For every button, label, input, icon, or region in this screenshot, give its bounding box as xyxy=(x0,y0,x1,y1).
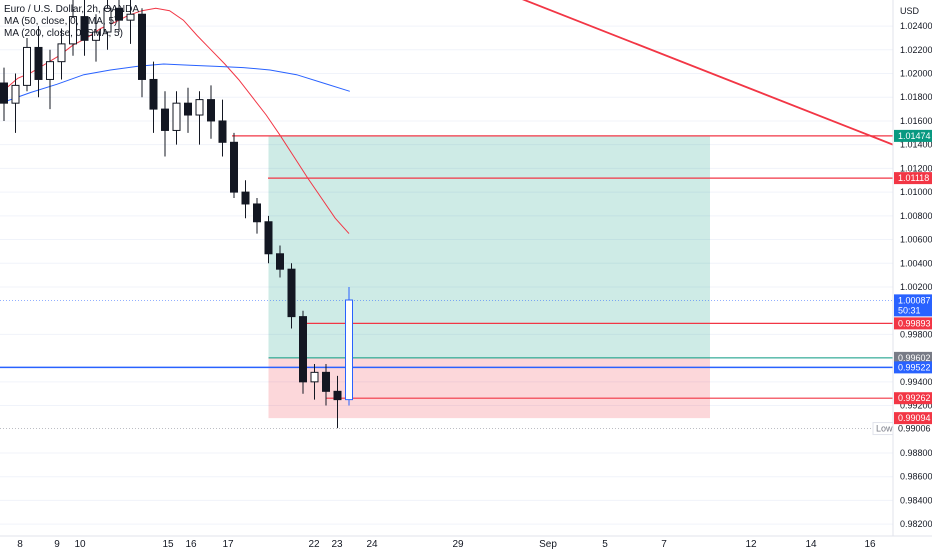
candle-body xyxy=(322,371,330,392)
y-tick-label: 1.00600 xyxy=(900,235,932,245)
x-tick-label: 15 xyxy=(162,539,174,550)
price-badge-label: 1.00087 xyxy=(898,295,931,305)
y-tick-label: 0.99800 xyxy=(900,329,932,339)
y-tick-label: 1.01000 xyxy=(900,187,932,197)
x-tick-label: 10 xyxy=(74,539,86,550)
y-tick-label: 1.01600 xyxy=(900,116,932,126)
candle-body xyxy=(57,43,66,63)
target-zone xyxy=(268,135,710,358)
x-tick-label: 16 xyxy=(185,539,197,550)
y-tick-label: 1.02400 xyxy=(900,21,932,31)
countdown-label: 50:31 xyxy=(898,305,921,315)
candle-body xyxy=(345,299,353,401)
price-badge xyxy=(894,317,932,330)
price-badge-label: 0.99522 xyxy=(898,362,931,372)
candle-body xyxy=(92,31,100,41)
y-tick-label: 1.00200 xyxy=(900,282,932,292)
candle-body xyxy=(218,120,227,143)
y-tick-label: 1.01200 xyxy=(900,163,932,173)
currency-label: USD xyxy=(900,6,920,16)
candle-body xyxy=(241,191,250,205)
price-badge-label: 1.01474 xyxy=(898,131,931,141)
candle-body xyxy=(69,16,77,45)
x-tick-label: 7 xyxy=(661,539,667,550)
y-tick-label: 1.00800 xyxy=(900,211,932,221)
x-tick-label: 22 xyxy=(308,539,320,550)
candle-body xyxy=(149,78,158,110)
x-tick-label: 17 xyxy=(222,539,234,550)
price-badge-label: 0.99094 xyxy=(898,413,931,423)
low-tag: Low xyxy=(876,424,893,434)
candle-body xyxy=(103,7,112,33)
y-tick-label: 0.99200 xyxy=(900,401,932,411)
price-badge xyxy=(894,172,932,185)
y-tick-label: 0.98400 xyxy=(900,495,932,505)
price-badge xyxy=(894,392,932,405)
ma200-legend: MA (200, close, 0, SMA, 5) xyxy=(4,28,123,39)
chart-legend: Euro / U.S. Dollar, 2h, OANDA MA (50, cl… xyxy=(4,4,139,40)
price-badge xyxy=(894,361,932,374)
price-badge xyxy=(894,294,932,317)
y-tick-label: 1.01400 xyxy=(900,140,932,150)
low-price-label: 0.99006 xyxy=(898,424,931,434)
candle-body xyxy=(184,102,192,116)
candle-body xyxy=(0,82,8,104)
x-tick-label: 24 xyxy=(366,539,378,550)
candle-body xyxy=(287,268,296,318)
x-tick-label: 23 xyxy=(331,539,343,550)
candle-body xyxy=(207,99,215,122)
candle-body xyxy=(11,84,20,104)
y-tick-label: 0.98200 xyxy=(900,519,932,529)
price-badge xyxy=(894,412,932,425)
low-tag-bg xyxy=(872,422,894,436)
candle-body xyxy=(138,13,146,80)
y-tick-label: 0.99400 xyxy=(900,377,932,387)
candle-body xyxy=(172,102,181,131)
price-badge-label: 0.99893 xyxy=(898,318,931,328)
x-tick-label: 12 xyxy=(745,539,757,550)
ma50-legend: MA (50, close, 0, SMA, 5) xyxy=(4,16,118,27)
price-badge-label: 0.99602 xyxy=(898,353,931,363)
y-tick-label: 1.02000 xyxy=(900,69,932,79)
x-tick-label: 5 xyxy=(602,539,608,550)
candle-body xyxy=(80,16,89,41)
candle-body xyxy=(46,61,54,80)
candle-body xyxy=(299,316,307,383)
price-badge-label: 1.01118 xyxy=(898,173,929,183)
trend-line xyxy=(522,0,894,146)
ma200-line xyxy=(3,63,350,103)
y-tick-label: 0.98600 xyxy=(900,472,932,482)
candle-body xyxy=(34,46,43,80)
candle-body xyxy=(115,7,123,21)
x-tick-label: 14 xyxy=(805,539,817,550)
y-tick-label: 0.98800 xyxy=(900,448,932,458)
candle-body xyxy=(126,13,135,21)
price-badge-label: 0.99262 xyxy=(898,393,931,403)
price-badge xyxy=(894,129,932,142)
candle-body xyxy=(333,390,342,401)
x-tick-label: 8 xyxy=(17,539,23,550)
price-badge xyxy=(894,351,932,364)
candle-body xyxy=(195,99,204,116)
x-tick-label: Sep xyxy=(539,539,557,550)
y-tick-label: 1.01800 xyxy=(900,92,932,102)
candle-body xyxy=(310,371,319,383)
x-tick-label: 29 xyxy=(452,539,464,550)
candle-body xyxy=(276,253,284,270)
symbol-title: Euro / U.S. Dollar, 2h, OANDA xyxy=(4,4,140,15)
x-tick-label: 9 xyxy=(54,539,60,550)
x-tick-label: 16 xyxy=(864,539,876,550)
candle-body xyxy=(230,141,238,193)
y-tick-label: 1.00400 xyxy=(900,258,932,268)
candle-body xyxy=(264,221,273,255)
y-tick-label: 1.02200 xyxy=(900,45,932,55)
candle-body xyxy=(253,203,261,223)
candle-body xyxy=(23,46,31,86)
candle-body xyxy=(161,108,169,131)
